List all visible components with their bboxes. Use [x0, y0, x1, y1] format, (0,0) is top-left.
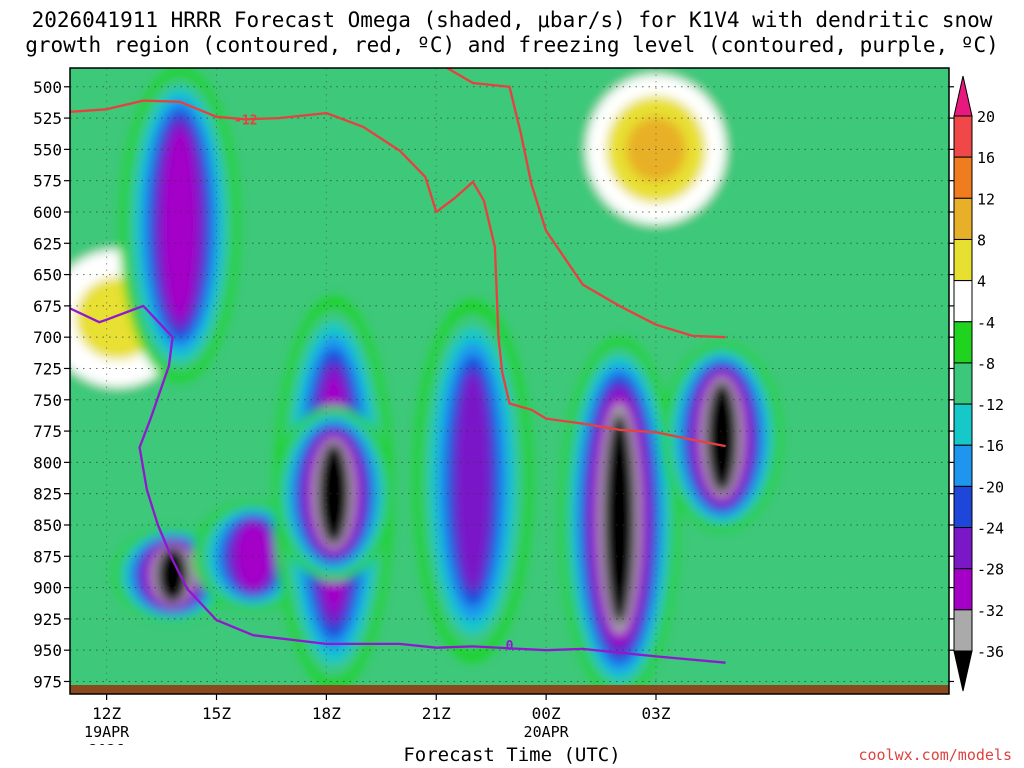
y-tick-label: 950: [33, 641, 62, 660]
colorbar-label: 20: [977, 108, 995, 126]
colorbar-bin: [953, 609, 973, 652]
colorbar-bin: [953, 362, 973, 405]
colorbar-bin: [953, 197, 973, 240]
x-tick-date: 19APR: [84, 723, 130, 741]
y-tick-label: 700: [33, 328, 62, 347]
y-tick-label: 675: [33, 297, 62, 316]
colorbar-bin: [953, 280, 973, 323]
colorbar-bin: [953, 238, 973, 282]
credit-link[interactable]: coolwx.com/models: [858, 746, 1012, 764]
x-tick-label: 03Z: [642, 704, 671, 723]
colorbar-label: 8: [977, 231, 986, 249]
omega-feature-6: [412, 298, 534, 665]
colorbar-bin: [953, 527, 973, 570]
y-tick-label: 975: [33, 672, 62, 691]
y-tick-label: 725: [33, 359, 62, 378]
x-tick-label: 15Z: [202, 704, 231, 723]
y-tick-label: 600: [33, 203, 62, 222]
colorbar-label: -12: [977, 396, 1004, 414]
y-tick-label: 825: [33, 485, 62, 504]
y-tick-label: 625: [33, 234, 62, 253]
y-tick-label: 775: [33, 422, 62, 441]
x-axis-label: Forecast Time (UTC): [403, 744, 621, 766]
x-tick-label: 00Z: [532, 704, 561, 723]
y-tick-label: 925: [33, 610, 62, 629]
colorbar-label: -8: [977, 355, 995, 373]
colorbar-bin: [953, 321, 973, 364]
x-tick-date: 20APR: [524, 723, 570, 741]
omega-chart: -12 0 500 525 550 575 600 625 650 675 700 725 750 77…: [33, 67, 1004, 745]
plot-frame: [69, 67, 950, 695]
y-tick-label: 525: [33, 109, 62, 128]
omega-feature-9: [661, 341, 783, 533]
x-tick-year: 2026: [89, 741, 125, 745]
chart-title-line2: growth region (contoured, red, ºC) and f…: [25, 33, 999, 57]
colorbar-bin: [953, 115, 973, 158]
grid-lines: [70, 68, 949, 694]
colorbar-label: -4: [977, 314, 995, 332]
contour-label-minus12: -12: [234, 113, 257, 128]
colorbar-bin: [953, 485, 973, 529]
y-tick-label: 650: [33, 266, 62, 285]
y-tick-label: 550: [33, 140, 62, 159]
omega-shaded-field: [70, 68, 949, 694]
colorbar-label: -16: [977, 437, 1004, 455]
contour-label-zero: 0: [506, 639, 514, 654]
colorbar-top-arrow: [953, 75, 973, 117]
y-tick-label: 750: [33, 391, 62, 410]
ground-strip: [70, 685, 949, 694]
colorbar-label: 16: [977, 149, 995, 167]
y-tick-label: 500: [33, 78, 62, 97]
x-tick-label: 18Z: [312, 704, 341, 723]
omega-feature-5: [272, 406, 395, 582]
colorbar-label: 4: [977, 273, 986, 291]
contour-line-2: [70, 304, 726, 664]
colorbar-label: -20: [977, 478, 1004, 496]
colorbar-label: -36: [977, 643, 1004, 661]
y-tick-label: 875: [33, 547, 62, 566]
colorbar-bin: [953, 444, 973, 487]
omega-feature-1: [119, 68, 241, 384]
y-tick-label: 850: [33, 516, 62, 535]
colorbar-label: -28: [977, 561, 1004, 579]
colorbar-label: 12: [977, 190, 995, 208]
colorbar-label: -32: [977, 602, 1004, 620]
x-tick-label: 12Z: [92, 704, 121, 723]
colorbar-label: -24: [977, 520, 1004, 538]
colorbar: 20 16 12 8 4 -4 -8 -12 -16 -20 -24 -28 -32 -36: [953, 75, 1004, 692]
colorbar-bin: [953, 403, 973, 446]
colorbar-bin: [953, 156, 973, 199]
colorbar-bin: [953, 568, 973, 611]
y-tick-label: 800: [33, 453, 62, 472]
y-tick-label: 575: [33, 172, 62, 191]
contour-line-0: [70, 99, 726, 448]
colorbar-bottom-arrow: [953, 650, 973, 692]
omega-feature-7: [558, 335, 681, 694]
y-tick-label: 900: [33, 579, 62, 598]
contour-lines: -12 0: [70, 68, 726, 664]
x-tick-label: 21Z: [422, 704, 451, 723]
chart-title-line1: 2026041911 HRRR Forecast Omega (shaded, …: [31, 8, 993, 32]
y-axis-ticks: 500 525 550 575 600 625 650 675 700 725 750 775 800 8…: [33, 78, 954, 691]
contour-line-1: [446, 68, 726, 339]
